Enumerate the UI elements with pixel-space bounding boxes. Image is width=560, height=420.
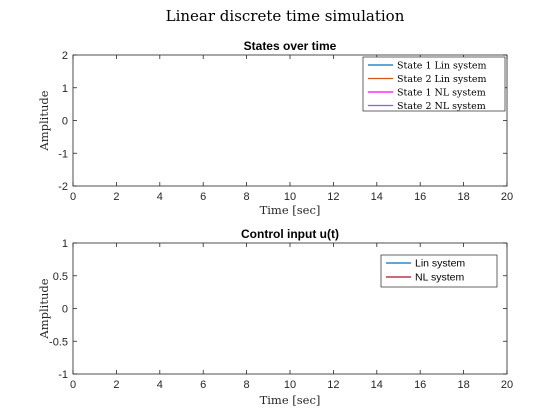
plot1-x-tick-label: 20: [501, 191, 513, 203]
figure-title: Linear discrete time simulation: [166, 7, 405, 25]
plot2-y-tick-label: 1: [62, 238, 68, 250]
plot1-y-axis-label: Amplitude: [37, 90, 51, 151]
plot2-legend: Lin system NL system: [380, 254, 498, 288]
plot1-x-axis-label: Time [sec]: [260, 203, 321, 217]
plot1-x-tick-label: 2: [113, 191, 119, 203]
plot2-x-tick-label: 6: [200, 379, 206, 391]
plot1-x-tick-label: 10: [284, 191, 296, 203]
plot2-x-axis-label: Time [sec]: [260, 393, 321, 407]
plot2-title: Control input u(t): [241, 227, 339, 241]
plot2-x-tick-label: 0: [70, 379, 76, 391]
plot1-y-tick-label: 2: [62, 50, 68, 62]
plot2-y-tick-label: -0.5: [49, 336, 68, 348]
plot2-y-tick-label: 0: [62, 304, 68, 316]
plot2-x-tick-label: 16: [414, 379, 426, 391]
plot1-x-tick-label: 16: [414, 191, 426, 203]
plot2-y-tick-label: -1: [58, 369, 68, 381]
plot2-x-tick-label: 2: [113, 379, 119, 391]
plot2-x-tick-label: 4: [157, 379, 163, 391]
plot1-legend: State 1 Lin system State 2 Lin system Stat…: [362, 56, 506, 112]
plot1-x-tick-label: 14: [371, 191, 383, 203]
plot1-legend-label-2: State 2 Lin system: [397, 74, 487, 85]
control-plot: 0 2 4 6 8 10 12 14 16 18 20 -1 -0.5 0 0.5 1 Control inpu…: [37, 227, 513, 407]
plot1-legend-label-4: State 2 NL system: [397, 101, 486, 112]
plot1-legend-label-3: State 1 NL system: [397, 88, 486, 99]
plot2-legend-box: [380, 254, 498, 288]
plot1-x-tick-label: 8: [244, 191, 250, 203]
plot1-x-tick-label: 12: [327, 191, 339, 203]
plot2-y-axis-label: Amplitude: [37, 278, 51, 339]
plot2-x-tick-label: 14: [371, 379, 383, 391]
plot2-x-tick-label: 20: [501, 379, 513, 391]
plot2-x-tick-label: 18: [457, 379, 469, 391]
plot1-y-tick-label: 0: [62, 116, 68, 128]
plot2-x-tick-label: 12: [327, 379, 339, 391]
plot1-x-tick-label: 4: [157, 191, 163, 203]
plot2-legend-label-2: NL system: [415, 272, 464, 284]
plot1-x-tick-label: 0: [70, 191, 76, 203]
plot1-y-tick-label: -2: [58, 181, 68, 193]
plot2-y-tick-label: 0.5: [53, 271, 68, 283]
plot1-x-tick-label: 18: [457, 191, 469, 203]
plot1-title: States over time: [244, 39, 337, 53]
plot1-legend-box: [362, 56, 506, 112]
plot1-y-tick-label: -1: [58, 148, 68, 160]
plot2-legend-label-1: Lin system: [415, 258, 465, 270]
plot2-x-tick-label: 8: [244, 379, 250, 391]
plot1-legend-label-1: State 1 Lin system: [397, 61, 487, 72]
plot1-x-tick-label: 6: [200, 191, 206, 203]
plot1-y-tick-label: 1: [62, 83, 68, 95]
plot2-x-tick-label: 10: [284, 379, 296, 391]
